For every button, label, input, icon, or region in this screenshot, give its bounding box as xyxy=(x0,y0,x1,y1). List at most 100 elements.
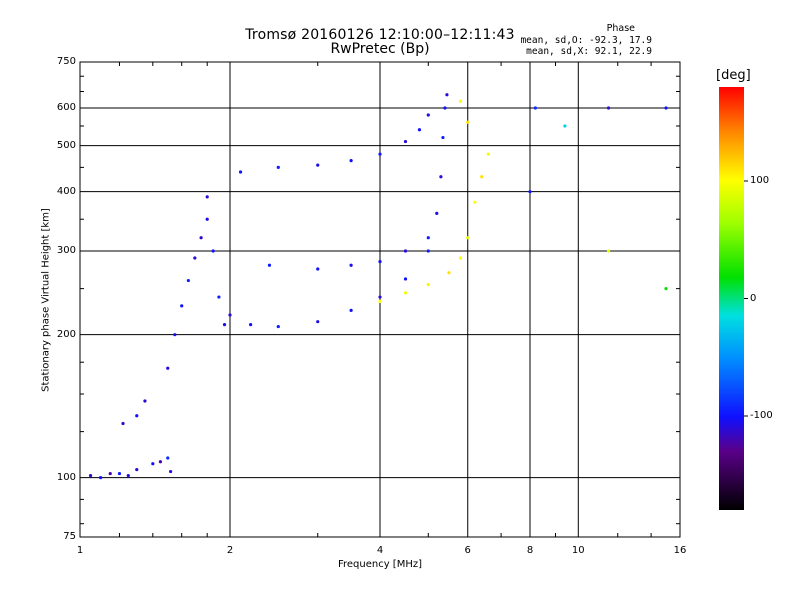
data-point xyxy=(199,236,203,240)
colorbar-tick-label: 0 xyxy=(750,292,757,304)
y-tick-label: 300 xyxy=(56,245,76,257)
x-tick-label: 10 xyxy=(571,545,585,556)
data-point xyxy=(205,217,209,221)
data-point xyxy=(228,313,232,317)
data-point xyxy=(151,462,155,466)
plot-frame xyxy=(79,61,681,538)
data-point xyxy=(276,324,280,329)
x-axis-label: Frequency [MHz] xyxy=(337,559,423,570)
x-tick-label: 4 xyxy=(376,545,384,556)
data-point xyxy=(664,106,668,110)
data-point xyxy=(403,139,408,144)
colorbar xyxy=(719,87,744,510)
phase-o-stats: mean, sd,O: -92.3, 17.9 xyxy=(520,35,652,46)
data-point xyxy=(443,106,447,110)
data-point xyxy=(99,476,103,480)
data-point xyxy=(533,106,537,110)
data-point xyxy=(378,295,382,299)
data-point xyxy=(480,175,484,179)
y-axis-label: Stationary phase Virtual Height [km] xyxy=(40,208,52,392)
data-point xyxy=(426,236,430,240)
data-point xyxy=(158,460,163,464)
data-point xyxy=(316,267,320,271)
data-point xyxy=(217,295,221,299)
data-point xyxy=(439,175,443,179)
chart-subtitle: RwPretec (Bp) xyxy=(330,41,430,57)
data-point xyxy=(222,322,227,327)
y-tick-label: 100 xyxy=(56,471,76,483)
data-point xyxy=(426,113,430,117)
data-point xyxy=(403,249,408,253)
data-point xyxy=(276,165,280,169)
phase-box-title: Phase xyxy=(606,23,635,34)
x-tick-label: 16 xyxy=(673,545,687,556)
colorbar-tick-label: 100 xyxy=(750,175,770,186)
data-point xyxy=(445,93,449,97)
x-tick-label: 6 xyxy=(464,545,471,556)
data-point xyxy=(211,249,215,253)
data-point xyxy=(426,282,430,287)
data-point xyxy=(135,467,139,472)
data-point xyxy=(403,277,408,281)
phase-x-stats: mean, sd,X: 92.1, 22.9 xyxy=(526,46,652,57)
y-tick-label: 500 xyxy=(56,139,76,151)
data-points xyxy=(88,93,668,480)
grid-lines xyxy=(80,62,680,537)
axis-ticks xyxy=(80,62,680,537)
data-point xyxy=(135,414,139,418)
data-point xyxy=(458,99,463,103)
y-tick-label: 75 xyxy=(63,531,76,542)
data-point xyxy=(486,152,490,156)
data-point xyxy=(606,106,611,110)
data-point xyxy=(169,469,173,474)
x-tick-label: 1 xyxy=(76,545,84,556)
data-point xyxy=(349,159,353,163)
colorbar-unit: [deg] xyxy=(716,68,751,83)
data-point xyxy=(473,200,477,204)
data-point xyxy=(606,249,611,253)
data-point xyxy=(378,299,382,303)
data-point xyxy=(186,278,190,283)
data-point xyxy=(193,256,197,260)
x-tick-label: 8 xyxy=(526,545,534,556)
data-point xyxy=(426,249,430,253)
data-point xyxy=(108,471,112,476)
data-point xyxy=(435,211,439,216)
data-point xyxy=(349,308,353,312)
data-point xyxy=(528,190,532,194)
data-point xyxy=(126,474,130,478)
data-point xyxy=(267,263,272,267)
data-point xyxy=(458,256,463,260)
data-point xyxy=(378,152,382,156)
data-point xyxy=(378,260,382,264)
data-point xyxy=(121,421,125,426)
chart-title: Tromsø 20160126 12:10:00–12:11:43 xyxy=(245,27,515,43)
y-tick-label: 200 xyxy=(56,328,76,340)
data-point xyxy=(441,135,445,140)
data-point xyxy=(466,120,470,124)
data-point xyxy=(447,271,451,275)
x-tick-label: 2 xyxy=(226,545,234,556)
data-point xyxy=(316,320,320,324)
y-tick-label: 400 xyxy=(56,185,76,197)
data-point xyxy=(88,474,93,478)
y-tick-label: 750 xyxy=(56,56,76,67)
colorbar-ticks xyxy=(744,180,748,417)
y-tick-label: 600 xyxy=(56,102,76,114)
colorbar-tick-label: -100 xyxy=(750,410,773,421)
data-point xyxy=(166,456,170,460)
data-point xyxy=(466,236,470,240)
data-point xyxy=(180,304,184,308)
data-point xyxy=(403,291,408,295)
data-point xyxy=(173,333,177,337)
data-point xyxy=(249,322,253,327)
data-point xyxy=(238,170,243,174)
data-point xyxy=(143,399,147,403)
data-point xyxy=(166,366,170,370)
data-point xyxy=(417,128,422,132)
data-point xyxy=(563,124,567,128)
data-point xyxy=(349,263,353,267)
data-point xyxy=(664,287,668,291)
data-point xyxy=(205,195,209,199)
